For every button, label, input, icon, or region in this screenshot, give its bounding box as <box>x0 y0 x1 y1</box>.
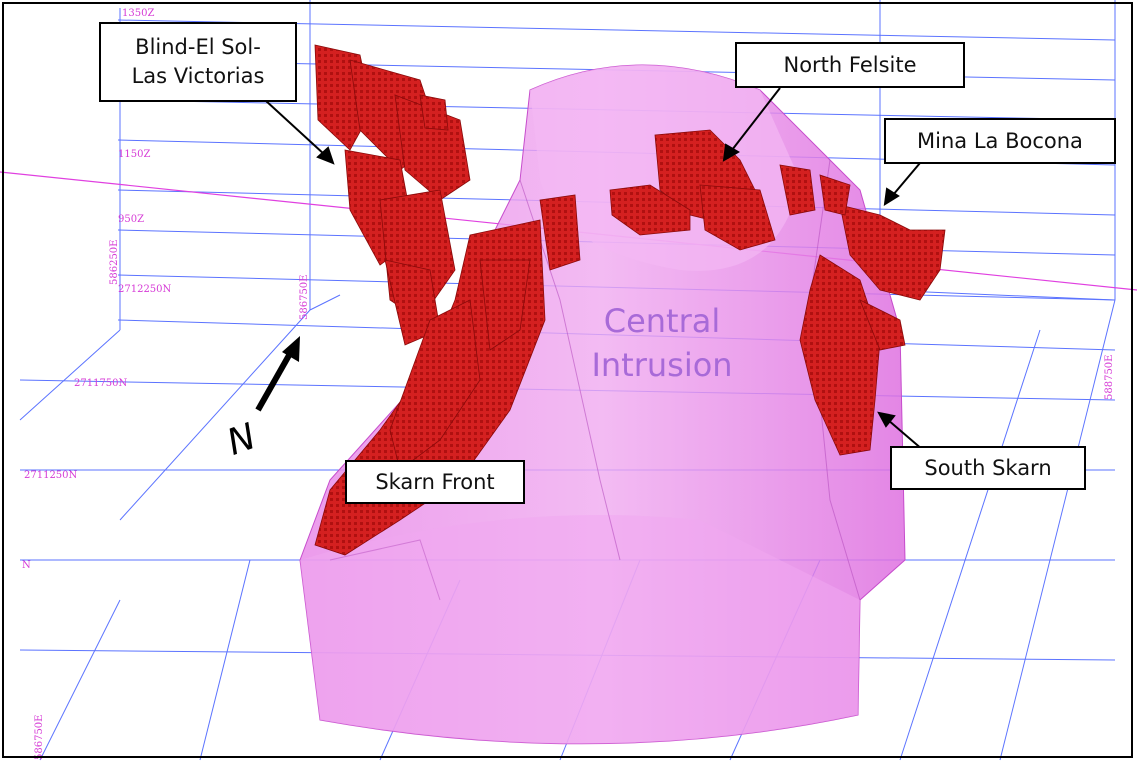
callout-south-skarn: South Skarn <box>890 446 1086 490</box>
callout-north-felsite: North Felsite <box>735 42 965 88</box>
leader-north-felsite-head <box>722 143 740 162</box>
grid-label-1150z: 1150Z <box>118 149 150 160</box>
callout-north-felsite-label: North Felsite <box>783 52 917 77</box>
leader-blind-head <box>316 146 335 165</box>
grid-labels: 1350Z 1150Z 950Z 2712250N 2711750N 27112… <box>22 8 1115 760</box>
callout-mina-la-bocona-label: Mina La Bocona <box>917 128 1083 153</box>
leader-mina <box>892 162 921 196</box>
grid-label-2711750n: 2711750N <box>74 378 128 389</box>
grid-label-586750e-bottom: 586750E <box>34 715 45 760</box>
ore-mina-la-bocona <box>819 174 946 301</box>
north-arrow: N <box>222 336 300 464</box>
leader-blind <box>264 99 326 156</box>
grid-label-2712250n: 2712250N <box>118 284 172 295</box>
grid-label-2711250n: 2711250N <box>24 470 78 481</box>
callout-mina-la-bocona: Mina La Bocona <box>884 118 1116 164</box>
leader-north-felsite <box>731 87 781 151</box>
leader-south-skarn-head <box>877 411 896 428</box>
ore-south-skarn <box>799 254 906 456</box>
callout-south-skarn-label: South Skarn <box>924 455 1052 480</box>
callout-skarn-front-label: Skarn Front <box>375 469 495 494</box>
central-intrusion-label-line2: Intrusion <box>591 346 732 384</box>
leader-mina-head <box>883 187 900 206</box>
callout-skarn-front: Skarn Front <box>345 460 525 504</box>
grid-label-586750e: 586750E <box>299 275 310 320</box>
ore-blind-el-sol <box>314 44 471 346</box>
north-arrow-label: N <box>222 416 261 464</box>
leader-arrows <box>264 87 931 457</box>
grid-label-950z: 950Z <box>118 214 144 225</box>
callout-blind-line1: Blind-El Sol- <box>135 35 261 59</box>
grid-label-n-left: N <box>22 560 31 571</box>
central-intrusion-label-line1: Central <box>604 302 721 340</box>
grid-label-586250e: 586250E <box>109 240 120 285</box>
grid-label-1350z: 1350Z <box>122 8 154 19</box>
callout-blind-el-sol: Blind-El Sol- Las Victorias <box>99 22 297 102</box>
grid-label-588750e: 588750E <box>1104 355 1115 400</box>
callout-blind-line2: Las Victorias <box>131 64 265 88</box>
